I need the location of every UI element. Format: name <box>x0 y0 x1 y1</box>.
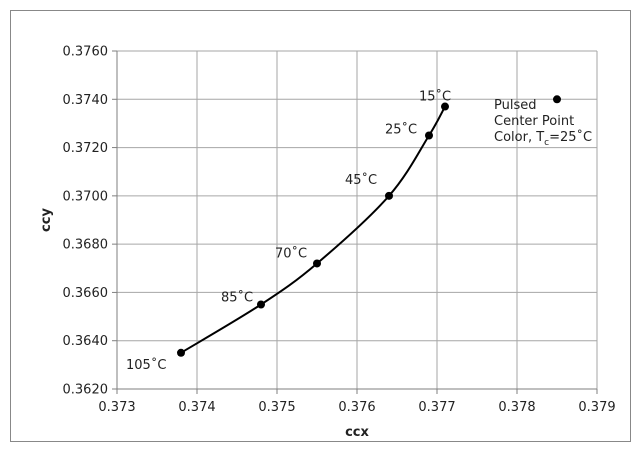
data-series <box>177 95 561 357</box>
annotation-line: Center Point <box>494 114 574 129</box>
data-point <box>313 259 321 268</box>
y-tick-label: 0.3680 <box>63 238 109 253</box>
annotation-text: Color, T <box>494 130 544 145</box>
y-tick-label: 0.3660 <box>63 286 109 301</box>
data-point <box>441 102 449 111</box>
chart-border <box>10 10 631 442</box>
data-point <box>177 348 185 357</box>
data-point <box>425 131 433 140</box>
x-axis-label: ccx <box>345 425 369 440</box>
tick-labels: 0.373 0.374 0.375 0.376 0.377 0.378 0.379 0.362… <box>63 45 616 416</box>
x-tick-label: 0.374 <box>178 400 215 415</box>
annotation-suffix: =25˚C <box>549 129 592 145</box>
y-tick-label: 0.3720 <box>63 141 109 156</box>
axes <box>112 50 598 394</box>
data-point <box>553 95 561 104</box>
x-tick-label: 0.377 <box>418 400 455 415</box>
annotation-line: Color, Tc=25˚C <box>494 129 592 148</box>
y-tick-label: 0.3740 <box>63 93 109 108</box>
x-tick-label: 0.375 <box>258 400 295 415</box>
y-tick-label: 0.3760 <box>63 45 109 60</box>
point-label: 15˚C <box>419 89 451 105</box>
x-tick-label: 0.378 <box>498 400 535 415</box>
point-label: 25˚C <box>385 122 417 138</box>
x-tick-label: 0.373 <box>98 400 135 415</box>
y-tick-label: 0.3640 <box>63 334 109 349</box>
point-label: 105˚C <box>126 357 166 373</box>
x-tick-label: 0.376 <box>338 400 375 415</box>
annotation-line: Pulsed <box>494 98 537 113</box>
data-point <box>385 191 393 200</box>
data-point <box>257 300 265 309</box>
grid-lines <box>117 50 598 389</box>
y-axis-label: ccy <box>39 208 54 232</box>
x-tick-label: 0.379 <box>578 400 615 415</box>
y-tick-label: 0.3620 <box>63 383 109 398</box>
point-label: 85˚C <box>221 290 253 306</box>
annotation-subscript: c <box>544 138 549 148</box>
point-label: 70˚C <box>275 245 307 261</box>
point-label: 45˚C <box>345 172 377 188</box>
point-labels: 105˚C 85˚C 70˚C 45˚C 25˚C 15˚C <box>126 89 451 373</box>
y-tick-label: 0.3700 <box>63 189 109 204</box>
